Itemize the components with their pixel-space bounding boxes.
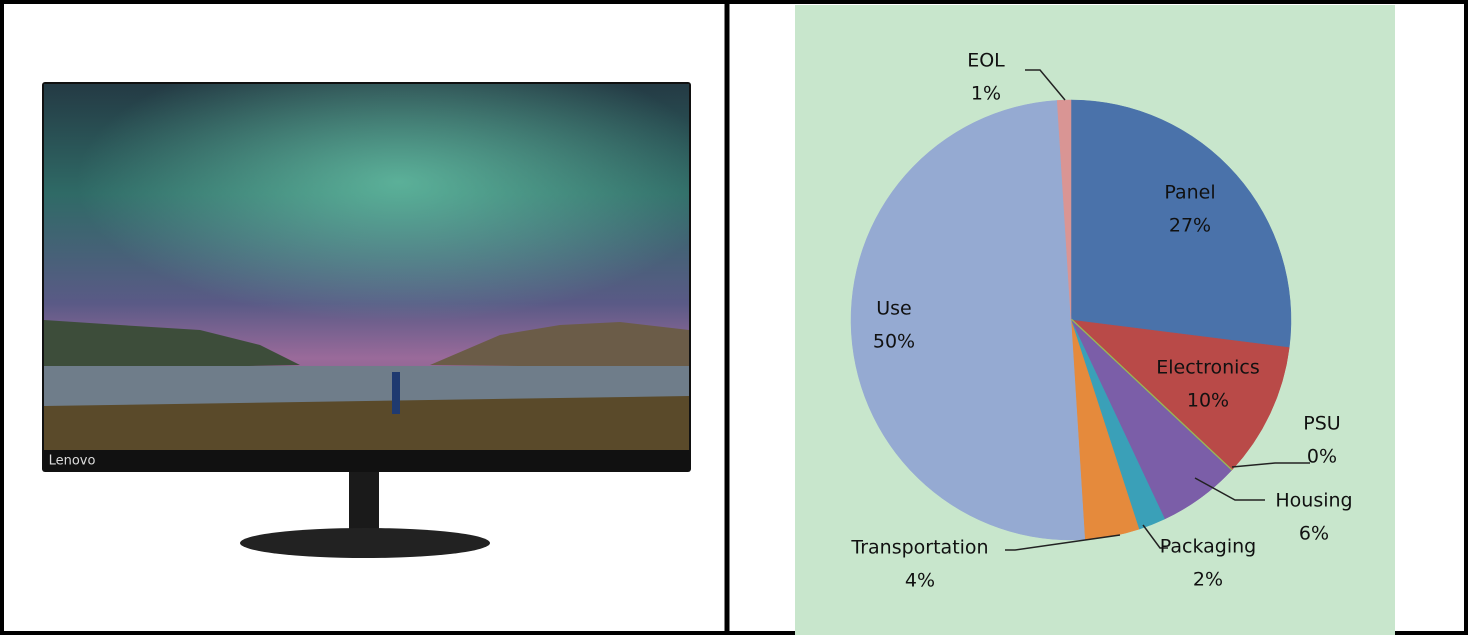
page: Lenovo Panel 27% Electronics 10% PSU 0% Housin… [0,0,1468,635]
monitor-photo: Lenovo [42,82,691,558]
slice-value-label: 4% [905,570,935,592]
slice-label: Packaging [1160,536,1256,558]
slice-value-label: 27% [1169,215,1211,237]
slice-value-label: 10% [1187,390,1229,412]
slice-value-label: 1% [971,83,1001,105]
slice-label: Panel [1164,182,1215,204]
slice-value-label: 6% [1299,523,1329,545]
slice-value-label: 2% [1193,569,1223,591]
slice-value-label: 0% [1307,446,1337,468]
slice-label: PSU [1303,413,1340,435]
slice-label: Use [876,298,912,320]
brand-text: Lenovo [49,454,96,469]
slice-label: EOL [967,50,1005,72]
slice-label: Electronics [1156,357,1260,379]
slice-label: Transportation [850,537,988,559]
slice-value-label: 50% [873,331,915,353]
slice-label: Housing [1275,490,1352,512]
